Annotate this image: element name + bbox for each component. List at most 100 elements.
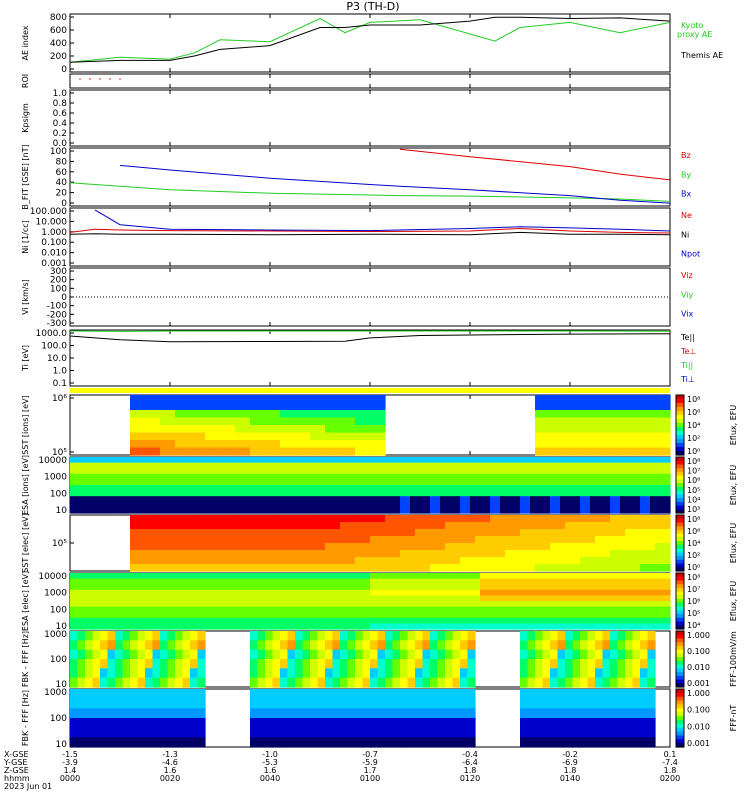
fbk-b-cell <box>198 728 206 738</box>
esa-ion-cell <box>310 502 321 508</box>
fbk-b-cell <box>633 699 641 709</box>
esa-ion-cell <box>350 485 361 491</box>
esa-elec-cell <box>410 607 421 613</box>
sst-elec-cell <box>130 529 146 537</box>
fbk-e-cell <box>100 650 108 660</box>
esa-ion-cell <box>170 496 181 502</box>
sst-elec-cell <box>475 522 491 530</box>
fbk-e-cell <box>468 678 476 688</box>
esa-elec-cell <box>290 607 301 613</box>
esa-elec-cell <box>460 595 471 601</box>
fbk-e-cell <box>423 650 431 660</box>
fbk-e-cell <box>543 659 551 669</box>
fbk-e-cell <box>265 659 273 669</box>
fbk-b-cell <box>93 708 101 718</box>
esa-ion-cell <box>160 507 171 513</box>
esa-elec-cell <box>500 607 511 613</box>
esa-elec-cell <box>370 584 381 590</box>
fbk-b-cell <box>138 728 146 738</box>
sst-elec-cell <box>655 543 671 551</box>
esa-elec-cell <box>260 584 271 590</box>
esa-elec-cell <box>240 595 251 601</box>
sst-elec-cell <box>460 550 476 558</box>
esa-ion-cell <box>180 485 191 491</box>
esa-ion-cell <box>430 468 441 474</box>
sst-elec-cell <box>265 557 281 565</box>
esa-ion-cell <box>480 502 491 508</box>
fbk-e-cell <box>78 668 86 678</box>
esa-elec-cell <box>510 584 521 590</box>
sst-elec-cell <box>490 543 506 551</box>
esa-ion-cell <box>580 457 591 463</box>
fbk-b-cell <box>258 699 266 709</box>
esa-elec-cell <box>190 573 201 579</box>
sst-ion-cell <box>295 418 311 426</box>
fbk-e-cell <box>468 640 476 650</box>
esa-ion-cell <box>340 463 351 469</box>
fbk-e-cell <box>303 631 311 641</box>
fbk-b-cell <box>378 689 386 699</box>
esa-elec-cell <box>280 579 291 585</box>
esa-elec-cell <box>140 573 151 579</box>
fbk-e-cell <box>453 659 461 669</box>
esa-ion-cell <box>580 496 591 502</box>
fbk-e-cell <box>400 668 408 678</box>
fbk-e-cell <box>543 668 551 678</box>
y-tick-label: 400 <box>50 39 67 49</box>
esa-ion-cell <box>490 491 501 497</box>
fbk-b-cell <box>453 728 461 738</box>
fbk-b-cell <box>355 718 363 728</box>
sst-ion-cell <box>160 440 176 448</box>
esa-elec-cell <box>470 618 481 624</box>
esa-elec-cell <box>150 584 161 590</box>
esa-elec-cell <box>300 607 311 613</box>
esa-elec-cell <box>70 601 81 607</box>
fbk-e-cell <box>168 640 176 650</box>
fbk-b-cell <box>265 728 273 738</box>
fbk-e-cell <box>318 640 326 650</box>
fbk-b-cell <box>565 689 573 699</box>
esa-ion-cell <box>510 507 521 513</box>
fbk-e-cell <box>363 631 371 641</box>
esa-elec-cell <box>70 612 81 618</box>
esa-ion-cell <box>330 457 341 463</box>
fbk-b-cell <box>265 699 273 709</box>
esa-elec-cell <box>180 584 191 590</box>
esa-elec-cell <box>230 623 241 629</box>
fbk-e-cell <box>325 659 333 669</box>
esa-ion-cell <box>130 474 141 480</box>
fbk-b-cell <box>528 708 536 718</box>
fbk-b-cell <box>618 737 626 747</box>
esa-elec-cell <box>130 612 141 618</box>
esa-elec-cell <box>420 607 431 613</box>
fbk-b-cell <box>370 689 378 699</box>
esa-ion-cell <box>400 485 411 491</box>
sst-elec-cell <box>370 564 386 572</box>
esa-ion-cell <box>520 468 531 474</box>
sst-elec-cell <box>580 536 596 544</box>
fbk-e-cell <box>573 640 581 650</box>
esa-elec-cell <box>320 607 331 613</box>
fbk-e-cell <box>385 650 393 660</box>
sst-ion-cell <box>175 395 191 403</box>
esa-ion-cell <box>510 502 521 508</box>
esa-elec-cell <box>180 618 191 624</box>
fbk-e-cell <box>535 650 543 660</box>
sst-elec-cell <box>295 557 311 565</box>
esa-ion-cell <box>190 468 201 474</box>
fbk-e-cell <box>85 650 93 660</box>
esa-ion-cell <box>160 468 171 474</box>
esa-ion-cell <box>460 457 471 463</box>
esa-ion-cell <box>590 502 601 508</box>
fbk-b-cell <box>610 737 618 747</box>
sst-elec-cell <box>280 522 296 530</box>
esa-elec-cell <box>490 584 501 590</box>
fbk-e-cell <box>355 631 363 641</box>
fbk-e-cell <box>288 659 296 669</box>
fbk-b-cell <box>520 699 528 709</box>
esa-ion-cell <box>490 457 501 463</box>
esa-elec-cell <box>320 584 331 590</box>
fbk-e-cell <box>198 678 206 688</box>
esa-ion-cell <box>340 457 351 463</box>
fbk-b-cell <box>280 689 288 699</box>
